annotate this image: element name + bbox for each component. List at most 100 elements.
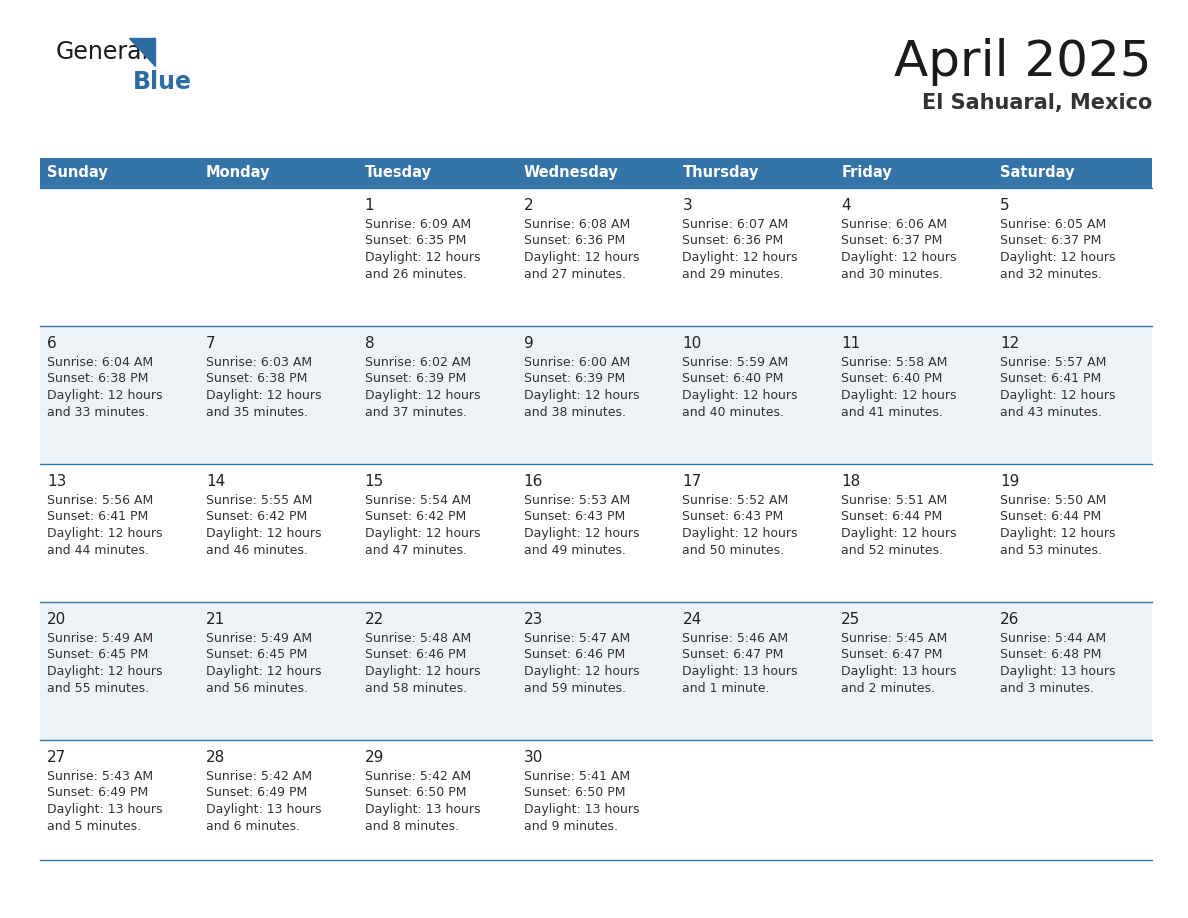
Text: Sunset: 6:44 PM: Sunset: 6:44 PM [1000, 510, 1101, 523]
Text: and 29 minutes.: and 29 minutes. [682, 267, 784, 281]
Text: Tuesday: Tuesday [365, 165, 431, 181]
Text: Daylight: 12 hours: Daylight: 12 hours [524, 665, 639, 678]
Text: 15: 15 [365, 474, 384, 489]
Text: 27: 27 [48, 750, 67, 765]
Text: and 43 minutes.: and 43 minutes. [1000, 406, 1102, 419]
Bar [40, 158, 198, 188]
Text: Daylight: 12 hours: Daylight: 12 hours [1000, 527, 1116, 540]
Text: 1: 1 [365, 198, 374, 213]
Bar [40, 602, 198, 740]
Text: Daylight: 12 hours: Daylight: 12 hours [48, 665, 163, 678]
Bar [198, 602, 358, 740]
Text: 7: 7 [206, 336, 215, 351]
Text: Sunrise: 6:05 AM: Sunrise: 6:05 AM [1000, 218, 1106, 231]
Text: 6: 6 [48, 336, 57, 351]
Bar [517, 158, 676, 188]
Text: Sunrise: 5:53 AM: Sunrise: 5:53 AM [524, 494, 630, 507]
Text: Sunset: 6:48 PM: Sunset: 6:48 PM [1000, 648, 1101, 662]
Text: 8: 8 [365, 336, 374, 351]
Text: Daylight: 12 hours: Daylight: 12 hours [682, 527, 798, 540]
Bar [358, 326, 517, 464]
Bar [198, 188, 358, 326]
Text: Sunrise: 6:09 AM: Sunrise: 6:09 AM [365, 218, 470, 231]
Text: Sunrise: 5:52 AM: Sunrise: 5:52 AM [682, 494, 789, 507]
Text: Sunset: 6:44 PM: Sunset: 6:44 PM [841, 510, 942, 523]
Bar [517, 464, 676, 602]
Bar [834, 602, 993, 740]
Text: and 47 minutes.: and 47 minutes. [365, 543, 467, 556]
Text: 24: 24 [682, 612, 702, 627]
Text: Sunset: 6:38 PM: Sunset: 6:38 PM [206, 373, 308, 386]
Text: and 37 minutes.: and 37 minutes. [365, 406, 467, 419]
Text: Sunset: 6:38 PM: Sunset: 6:38 PM [48, 373, 148, 386]
Text: 11: 11 [841, 336, 860, 351]
Text: Sunset: 6:50 PM: Sunset: 6:50 PM [365, 787, 466, 800]
Text: Sunrise: 5:58 AM: Sunrise: 5:58 AM [841, 356, 948, 369]
Bar [198, 326, 358, 464]
Text: Sunrise: 5:51 AM: Sunrise: 5:51 AM [841, 494, 948, 507]
Bar [993, 740, 1152, 860]
Text: Sunrise: 5:55 AM: Sunrise: 5:55 AM [206, 494, 312, 507]
Bar [40, 740, 198, 860]
Bar [993, 602, 1152, 740]
Text: Monday: Monday [206, 165, 271, 181]
Bar [993, 188, 1152, 326]
Text: Daylight: 13 hours: Daylight: 13 hours [1000, 665, 1116, 678]
Text: 21: 21 [206, 612, 225, 627]
Text: Daylight: 12 hours: Daylight: 12 hours [1000, 251, 1116, 264]
Text: Daylight: 13 hours: Daylight: 13 hours [365, 803, 480, 816]
Text: Sunrise: 5:42 AM: Sunrise: 5:42 AM [206, 770, 312, 783]
Text: 29: 29 [365, 750, 384, 765]
Text: and 40 minutes.: and 40 minutes. [682, 406, 784, 419]
Bar [676, 740, 834, 860]
Bar [198, 464, 358, 602]
Bar [517, 740, 676, 860]
Text: and 26 minutes.: and 26 minutes. [365, 267, 467, 281]
Bar [834, 158, 993, 188]
Text: Sunrise: 6:03 AM: Sunrise: 6:03 AM [206, 356, 312, 369]
Text: Daylight: 13 hours: Daylight: 13 hours [841, 665, 956, 678]
Text: Daylight: 12 hours: Daylight: 12 hours [365, 389, 480, 402]
Text: Sunset: 6:36 PM: Sunset: 6:36 PM [524, 234, 625, 248]
Text: and 27 minutes.: and 27 minutes. [524, 267, 626, 281]
Text: Friday: Friday [841, 165, 892, 181]
Text: 5: 5 [1000, 198, 1010, 213]
Text: Daylight: 12 hours: Daylight: 12 hours [365, 527, 480, 540]
Text: Sunset: 6:41 PM: Sunset: 6:41 PM [48, 510, 148, 523]
Text: Sunset: 6:35 PM: Sunset: 6:35 PM [365, 234, 466, 248]
Text: and 35 minutes.: and 35 minutes. [206, 406, 308, 419]
Bar [834, 188, 993, 326]
Text: and 3 minutes.: and 3 minutes. [1000, 681, 1094, 695]
Text: 10: 10 [682, 336, 702, 351]
Text: Wednesday: Wednesday [524, 165, 618, 181]
Text: 18: 18 [841, 474, 860, 489]
Bar [358, 464, 517, 602]
Text: Sunrise: 5:56 AM: Sunrise: 5:56 AM [48, 494, 153, 507]
Text: and 55 minutes.: and 55 minutes. [48, 681, 150, 695]
Text: Daylight: 12 hours: Daylight: 12 hours [524, 251, 639, 264]
Text: and 6 minutes.: and 6 minutes. [206, 820, 299, 833]
Text: and 44 minutes.: and 44 minutes. [48, 543, 148, 556]
Text: Sunrise: 5:42 AM: Sunrise: 5:42 AM [365, 770, 470, 783]
Text: Sunrise: 6:08 AM: Sunrise: 6:08 AM [524, 218, 630, 231]
Text: and 32 minutes.: and 32 minutes. [1000, 267, 1102, 281]
Text: Saturday: Saturday [1000, 165, 1075, 181]
Text: Sunset: 6:46 PM: Sunset: 6:46 PM [524, 648, 625, 662]
Text: Sunrise: 5:49 AM: Sunrise: 5:49 AM [206, 632, 312, 645]
Text: Sunrise: 6:02 AM: Sunrise: 6:02 AM [365, 356, 470, 369]
Text: 26: 26 [1000, 612, 1019, 627]
Text: Sunrise: 5:48 AM: Sunrise: 5:48 AM [365, 632, 470, 645]
Text: Sunrise: 6:04 AM: Sunrise: 6:04 AM [48, 356, 153, 369]
Bar [198, 740, 358, 860]
Text: and 1 minute.: and 1 minute. [682, 681, 770, 695]
Text: 19: 19 [1000, 474, 1019, 489]
Bar [676, 464, 834, 602]
Text: Daylight: 12 hours: Daylight: 12 hours [841, 389, 956, 402]
Text: Daylight: 13 hours: Daylight: 13 hours [206, 803, 322, 816]
Text: and 53 minutes.: and 53 minutes. [1000, 543, 1102, 556]
Text: Sunset: 6:42 PM: Sunset: 6:42 PM [206, 510, 308, 523]
Text: and 50 minutes.: and 50 minutes. [682, 543, 784, 556]
Text: Daylight: 12 hours: Daylight: 12 hours [206, 527, 322, 540]
Bar [40, 188, 198, 326]
Text: and 56 minutes.: and 56 minutes. [206, 681, 308, 695]
